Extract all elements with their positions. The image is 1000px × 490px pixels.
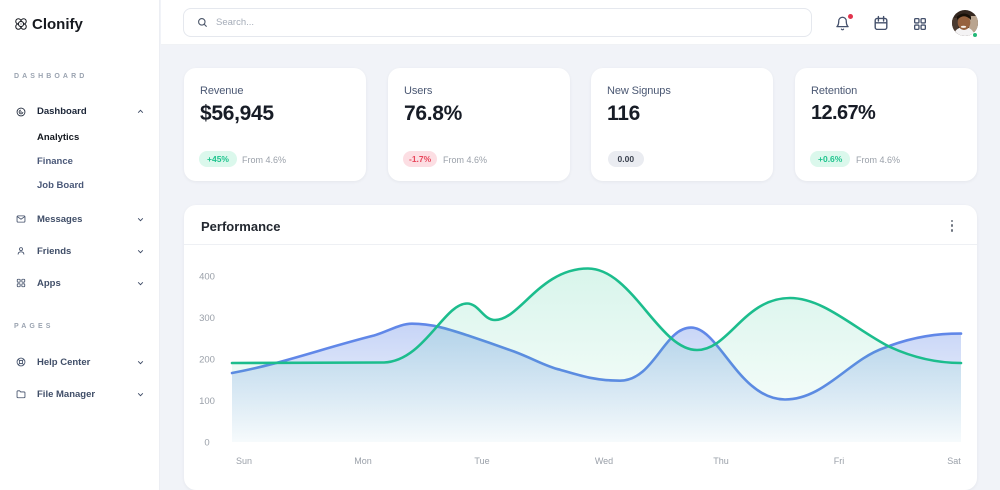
svg-text:0: 0	[204, 438, 209, 449]
svg-text:Sat: Sat	[947, 456, 961, 466]
svg-text:Mon: Mon	[354, 456, 372, 466]
svg-text:Wed: Wed	[595, 456, 613, 466]
svg-text:Thu: Thu	[713, 456, 729, 466]
svg-text:400: 400	[199, 272, 215, 283]
svg-text:300: 300	[199, 313, 215, 324]
svg-text:Sun: Sun	[236, 456, 252, 466]
svg-text:Tue: Tue	[474, 456, 489, 466]
svg-text:200: 200	[199, 355, 215, 366]
svg-text:100: 100	[199, 396, 215, 407]
svg-text:Fri: Fri	[834, 456, 845, 466]
